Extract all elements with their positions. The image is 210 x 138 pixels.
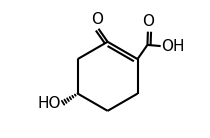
Text: OH: OH	[161, 39, 185, 54]
Text: HO: HO	[38, 96, 62, 111]
Text: O: O	[142, 14, 154, 29]
Text: O: O	[91, 12, 103, 27]
